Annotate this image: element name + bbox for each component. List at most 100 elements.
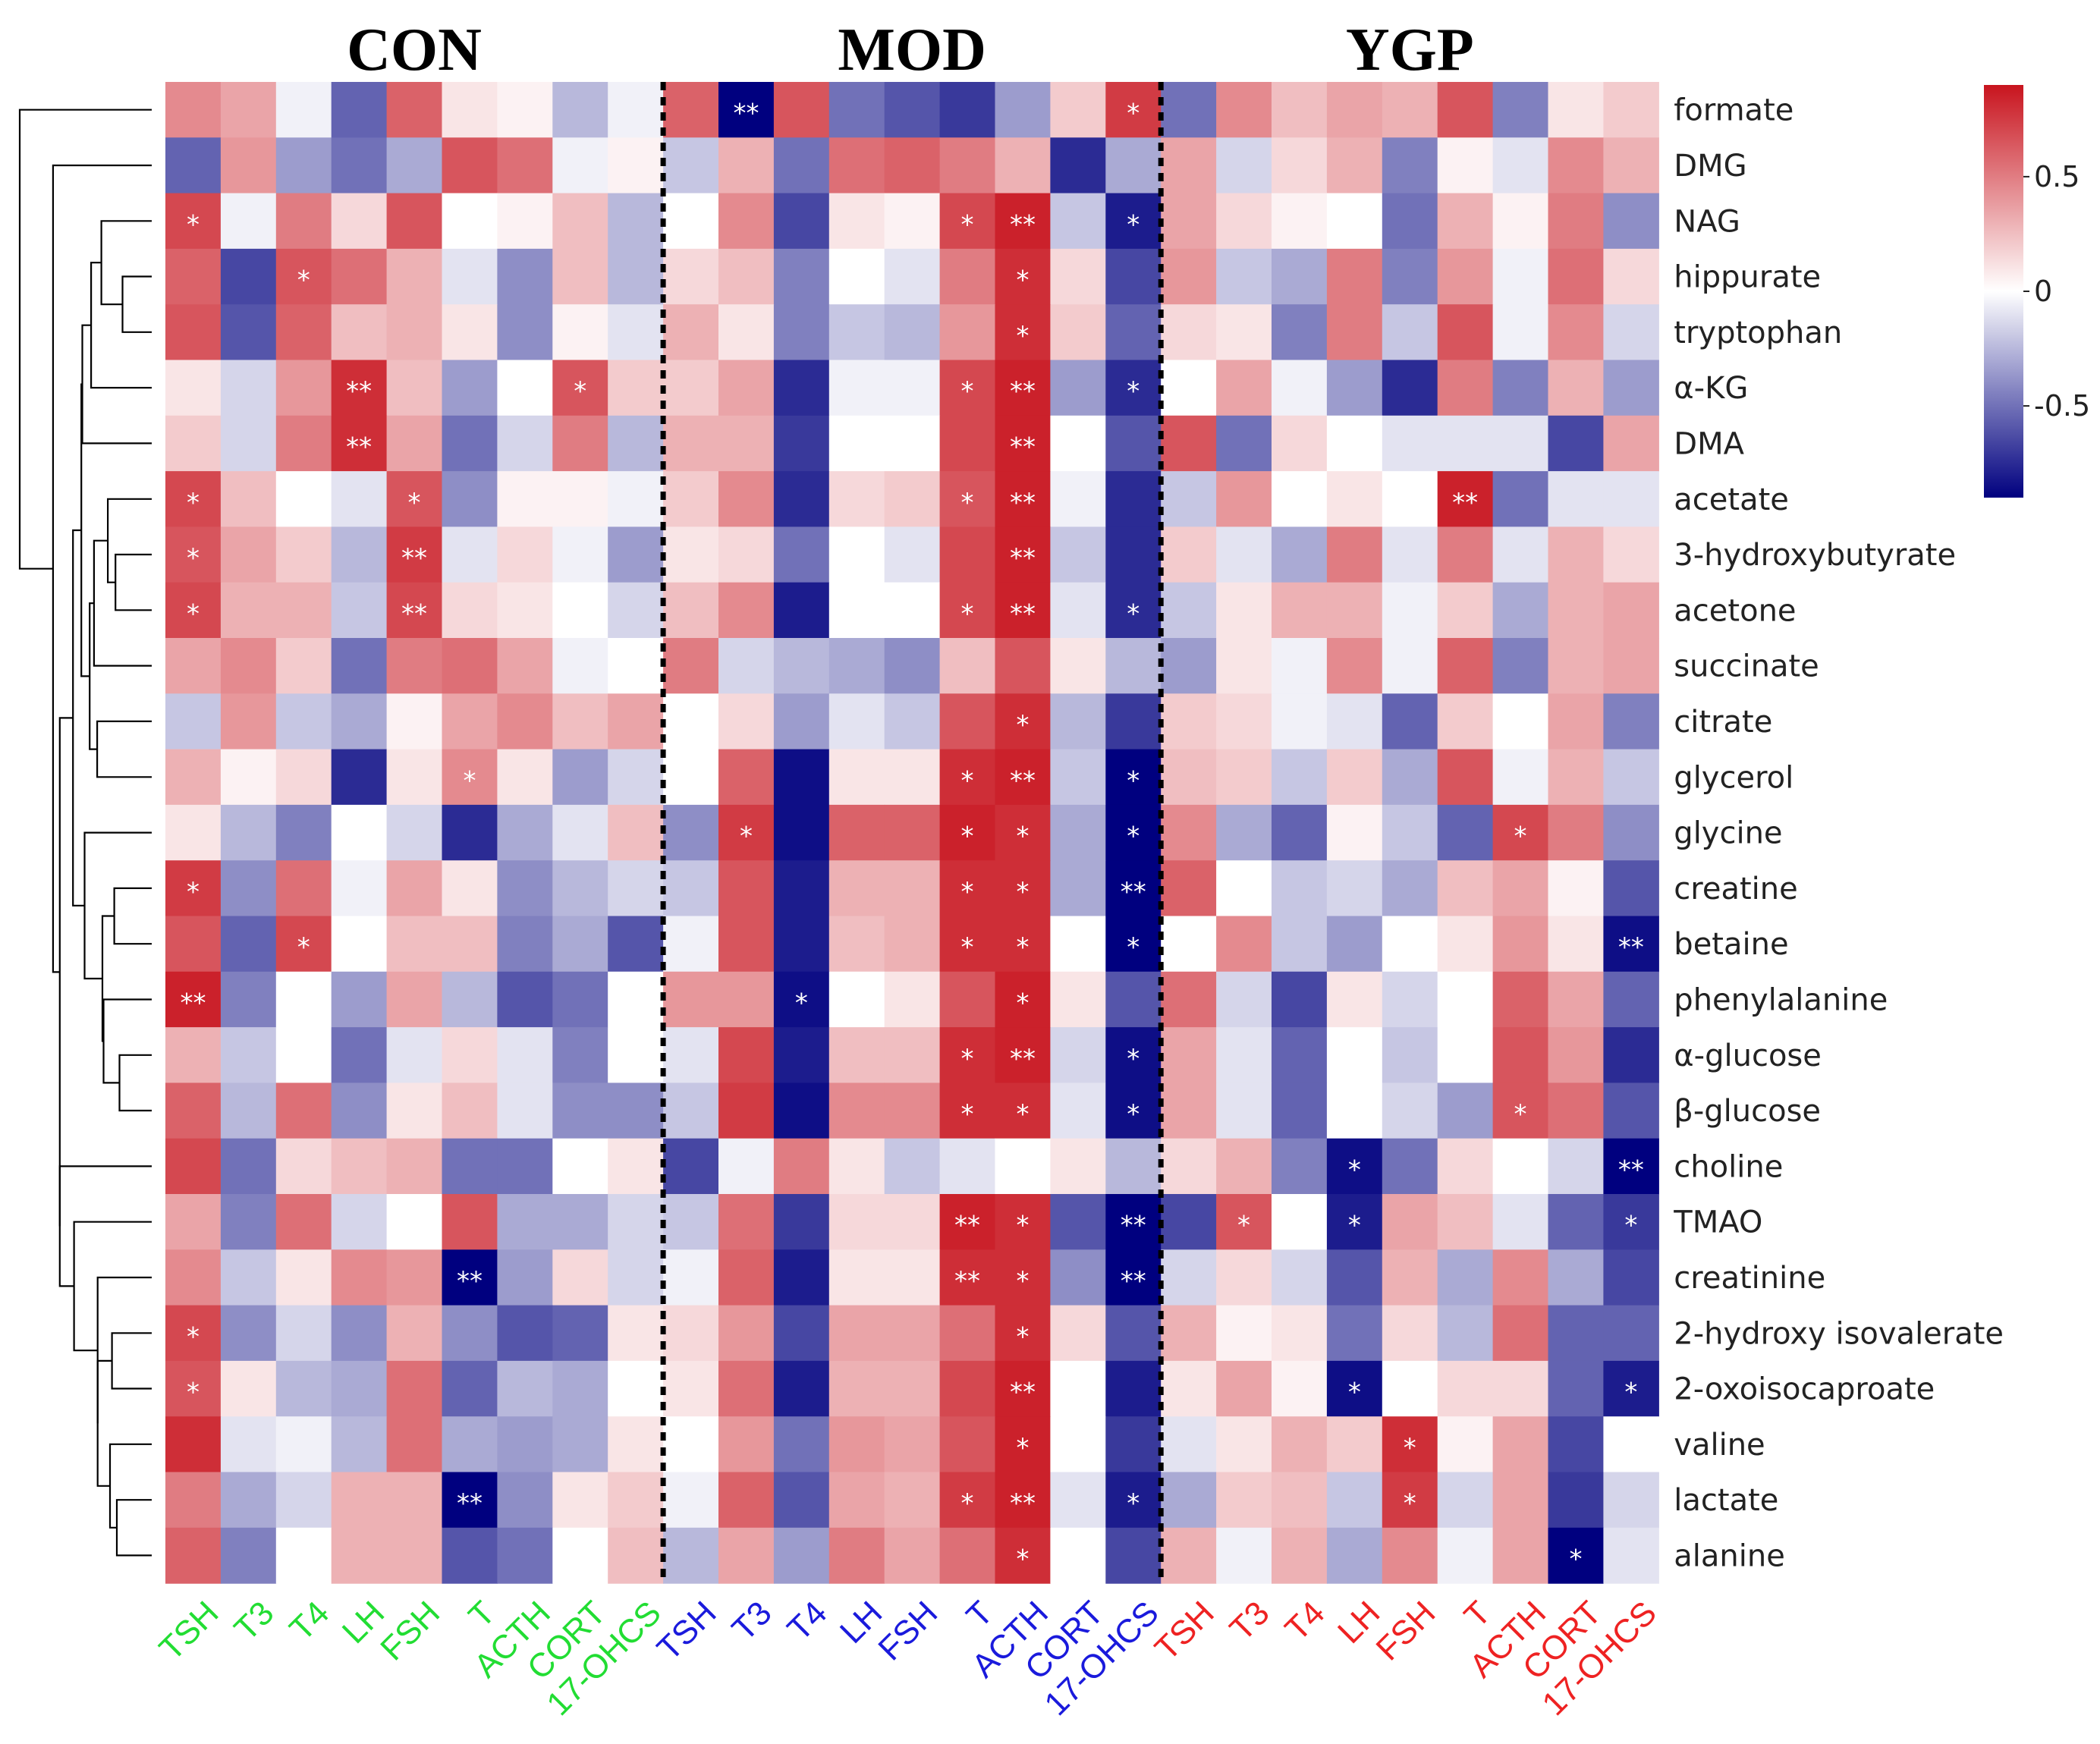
heatmap-cell xyxy=(1050,749,1106,806)
heatmap-cell xyxy=(663,471,719,527)
heatmap-cell xyxy=(331,526,388,583)
heatmap-cell xyxy=(663,1527,719,1584)
dendrogram-branch xyxy=(100,220,152,306)
heatmap-cell xyxy=(1105,638,1162,694)
heatmap-cell xyxy=(939,193,996,250)
dendrogram-branch xyxy=(93,539,152,667)
significance-marker: * xyxy=(187,488,200,518)
heatmap-cell xyxy=(1603,137,1659,194)
heatmap-cell xyxy=(1050,193,1106,250)
heatmap-cell xyxy=(663,360,719,416)
heatmap-cell xyxy=(828,415,885,472)
column-label: T4 xyxy=(781,1595,835,1648)
significance-marker: * xyxy=(1624,1378,1637,1408)
heatmap-cell xyxy=(1272,248,1328,305)
significance-marker: * xyxy=(1016,1544,1029,1574)
heatmap-cell xyxy=(386,360,443,416)
heatmap-cell xyxy=(884,526,941,583)
heatmap-cell xyxy=(1492,304,1549,361)
heatmap-cell xyxy=(1437,526,1494,583)
heatmap-cell xyxy=(1382,1527,1438,1584)
row-label: betaine xyxy=(1674,927,1788,962)
dendrogram-branch xyxy=(113,887,152,945)
heatmap-cell xyxy=(1492,1527,1549,1584)
significance-marker: * xyxy=(1127,376,1140,407)
heatmap-cell xyxy=(1492,916,1549,973)
heatmap-cell xyxy=(1548,415,1604,472)
heatmap-cell xyxy=(386,749,443,806)
heatmap-cell xyxy=(939,415,996,472)
heatmap-cell xyxy=(1272,1527,1328,1584)
heatmap-cell xyxy=(552,1138,608,1195)
heatmap-cell xyxy=(939,1138,996,1195)
heatmap-cell xyxy=(1326,360,1383,416)
heatmap-cell xyxy=(1548,1138,1604,1195)
heatmap-cell xyxy=(995,749,1051,806)
significance-marker: * xyxy=(961,376,974,407)
heatmap-cell xyxy=(828,248,885,305)
heatmap-cell xyxy=(1548,1416,1604,1473)
significance-marker: ** xyxy=(1010,765,1036,796)
heatmap-cell xyxy=(220,137,277,194)
heatmap-cell xyxy=(663,804,719,861)
heatmap-cell xyxy=(718,971,775,1028)
column-label: FSH xyxy=(871,1595,945,1668)
heatmap-cell xyxy=(1050,1138,1106,1195)
heatmap-cell xyxy=(1382,693,1438,750)
heatmap-cell xyxy=(1326,1083,1383,1139)
group-title-mod: MOD xyxy=(838,17,986,83)
heatmap-cell xyxy=(995,638,1051,694)
heatmap-cell xyxy=(165,582,222,639)
heatmap-cell xyxy=(1272,137,1328,194)
significance-marker: * xyxy=(1127,99,1140,129)
heatmap-cell xyxy=(608,693,664,750)
heatmap-cell xyxy=(1437,137,1494,194)
heatmap-cell xyxy=(1050,1305,1106,1362)
heatmap-cell xyxy=(497,1138,553,1195)
row-label: hippurate xyxy=(1674,260,1821,295)
heatmap-cell xyxy=(1050,82,1106,138)
heatmap-cell xyxy=(386,1472,443,1529)
heatmap-cell xyxy=(1216,1527,1272,1584)
heatmap-cell xyxy=(552,1083,608,1139)
significance-marker: * xyxy=(1127,599,1140,629)
column-label: T3 xyxy=(228,1595,281,1648)
heatmap-cell xyxy=(939,82,996,138)
heatmap-cell xyxy=(995,526,1051,583)
heatmap-cell xyxy=(552,693,608,750)
heatmap-cell xyxy=(1326,860,1383,917)
heatmap-cell xyxy=(442,638,498,694)
heatmap-cell xyxy=(165,1194,222,1250)
heatmap-cell xyxy=(1437,693,1494,750)
heatmap-cell xyxy=(275,749,332,806)
dendrogram-branch xyxy=(107,498,152,583)
significance-marker: * xyxy=(1016,1266,1029,1296)
heatmap-cell xyxy=(1216,248,1272,305)
heatmap-cell xyxy=(718,82,775,138)
heatmap-cell xyxy=(608,1083,664,1139)
heatmap-cell xyxy=(1603,360,1659,416)
heatmap-cell xyxy=(663,82,719,138)
heatmap-cell xyxy=(165,916,222,973)
heatmap-cell xyxy=(1216,1249,1272,1306)
heatmap-cell xyxy=(386,1027,443,1083)
heatmap-cell xyxy=(386,82,443,138)
heatmap-cell xyxy=(828,916,885,973)
heatmap-cell xyxy=(165,1083,222,1139)
heatmap-cell xyxy=(442,415,498,472)
heatmap-cell xyxy=(552,360,608,416)
heatmap-cell xyxy=(331,1305,388,1362)
heatmap-cell xyxy=(663,248,719,305)
heatmap-cell xyxy=(331,193,388,250)
heatmap-cell xyxy=(165,1305,222,1362)
significance-marker: * xyxy=(1016,877,1029,907)
heatmap-cell xyxy=(995,137,1051,194)
heatmap-cell xyxy=(275,304,332,361)
heatmap-cell xyxy=(1272,360,1328,416)
heatmap-cell xyxy=(386,1527,443,1584)
heatmap-cell xyxy=(828,971,885,1028)
heatmap-cell xyxy=(220,971,277,1028)
heatmap-cell xyxy=(386,1360,443,1417)
heatmap-cell xyxy=(1161,526,1217,583)
heatmap-cell xyxy=(608,1027,664,1083)
